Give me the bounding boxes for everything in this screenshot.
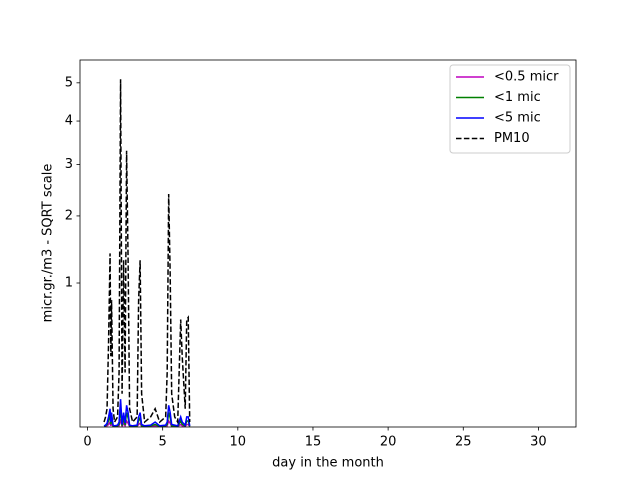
- x-tick-label: 30: [530, 435, 547, 450]
- y-axis-label: micr.gr./m3 - SQRT scale: [41, 164, 56, 323]
- legend-label: <1 mic: [494, 90, 541, 105]
- y-tick-label: 5: [65, 75, 73, 90]
- x-tick-label: 25: [455, 435, 472, 450]
- legend-box: [449, 64, 571, 154]
- y-tick-label: 2: [65, 208, 73, 223]
- y-tick-label: 1: [65, 276, 73, 291]
- x-tick-label: 0: [83, 435, 91, 450]
- y-tick-label: 3: [65, 157, 73, 172]
- plot-frame: [79, 59, 577, 428]
- legend-label: PM10: [494, 131, 530, 146]
- y-tick-label: 4: [65, 114, 73, 129]
- x-tick-label: 10: [230, 435, 247, 450]
- x-tick-label: 15: [305, 435, 322, 450]
- data-line: [103, 79, 191, 425]
- x-axis-label: day in the month: [272, 456, 384, 471]
- x-tick-label: 5: [159, 435, 167, 450]
- plot-area: [103, 79, 191, 427]
- data-line: [103, 399, 191, 427]
- legend: <0.5 micr <1 mic <5 mic PM10: [449, 64, 571, 154]
- legend-label: <0.5 micr: [494, 70, 559, 85]
- x-tick-label: 20: [380, 435, 397, 450]
- legend-label: <5 mic: [494, 111, 541, 126]
